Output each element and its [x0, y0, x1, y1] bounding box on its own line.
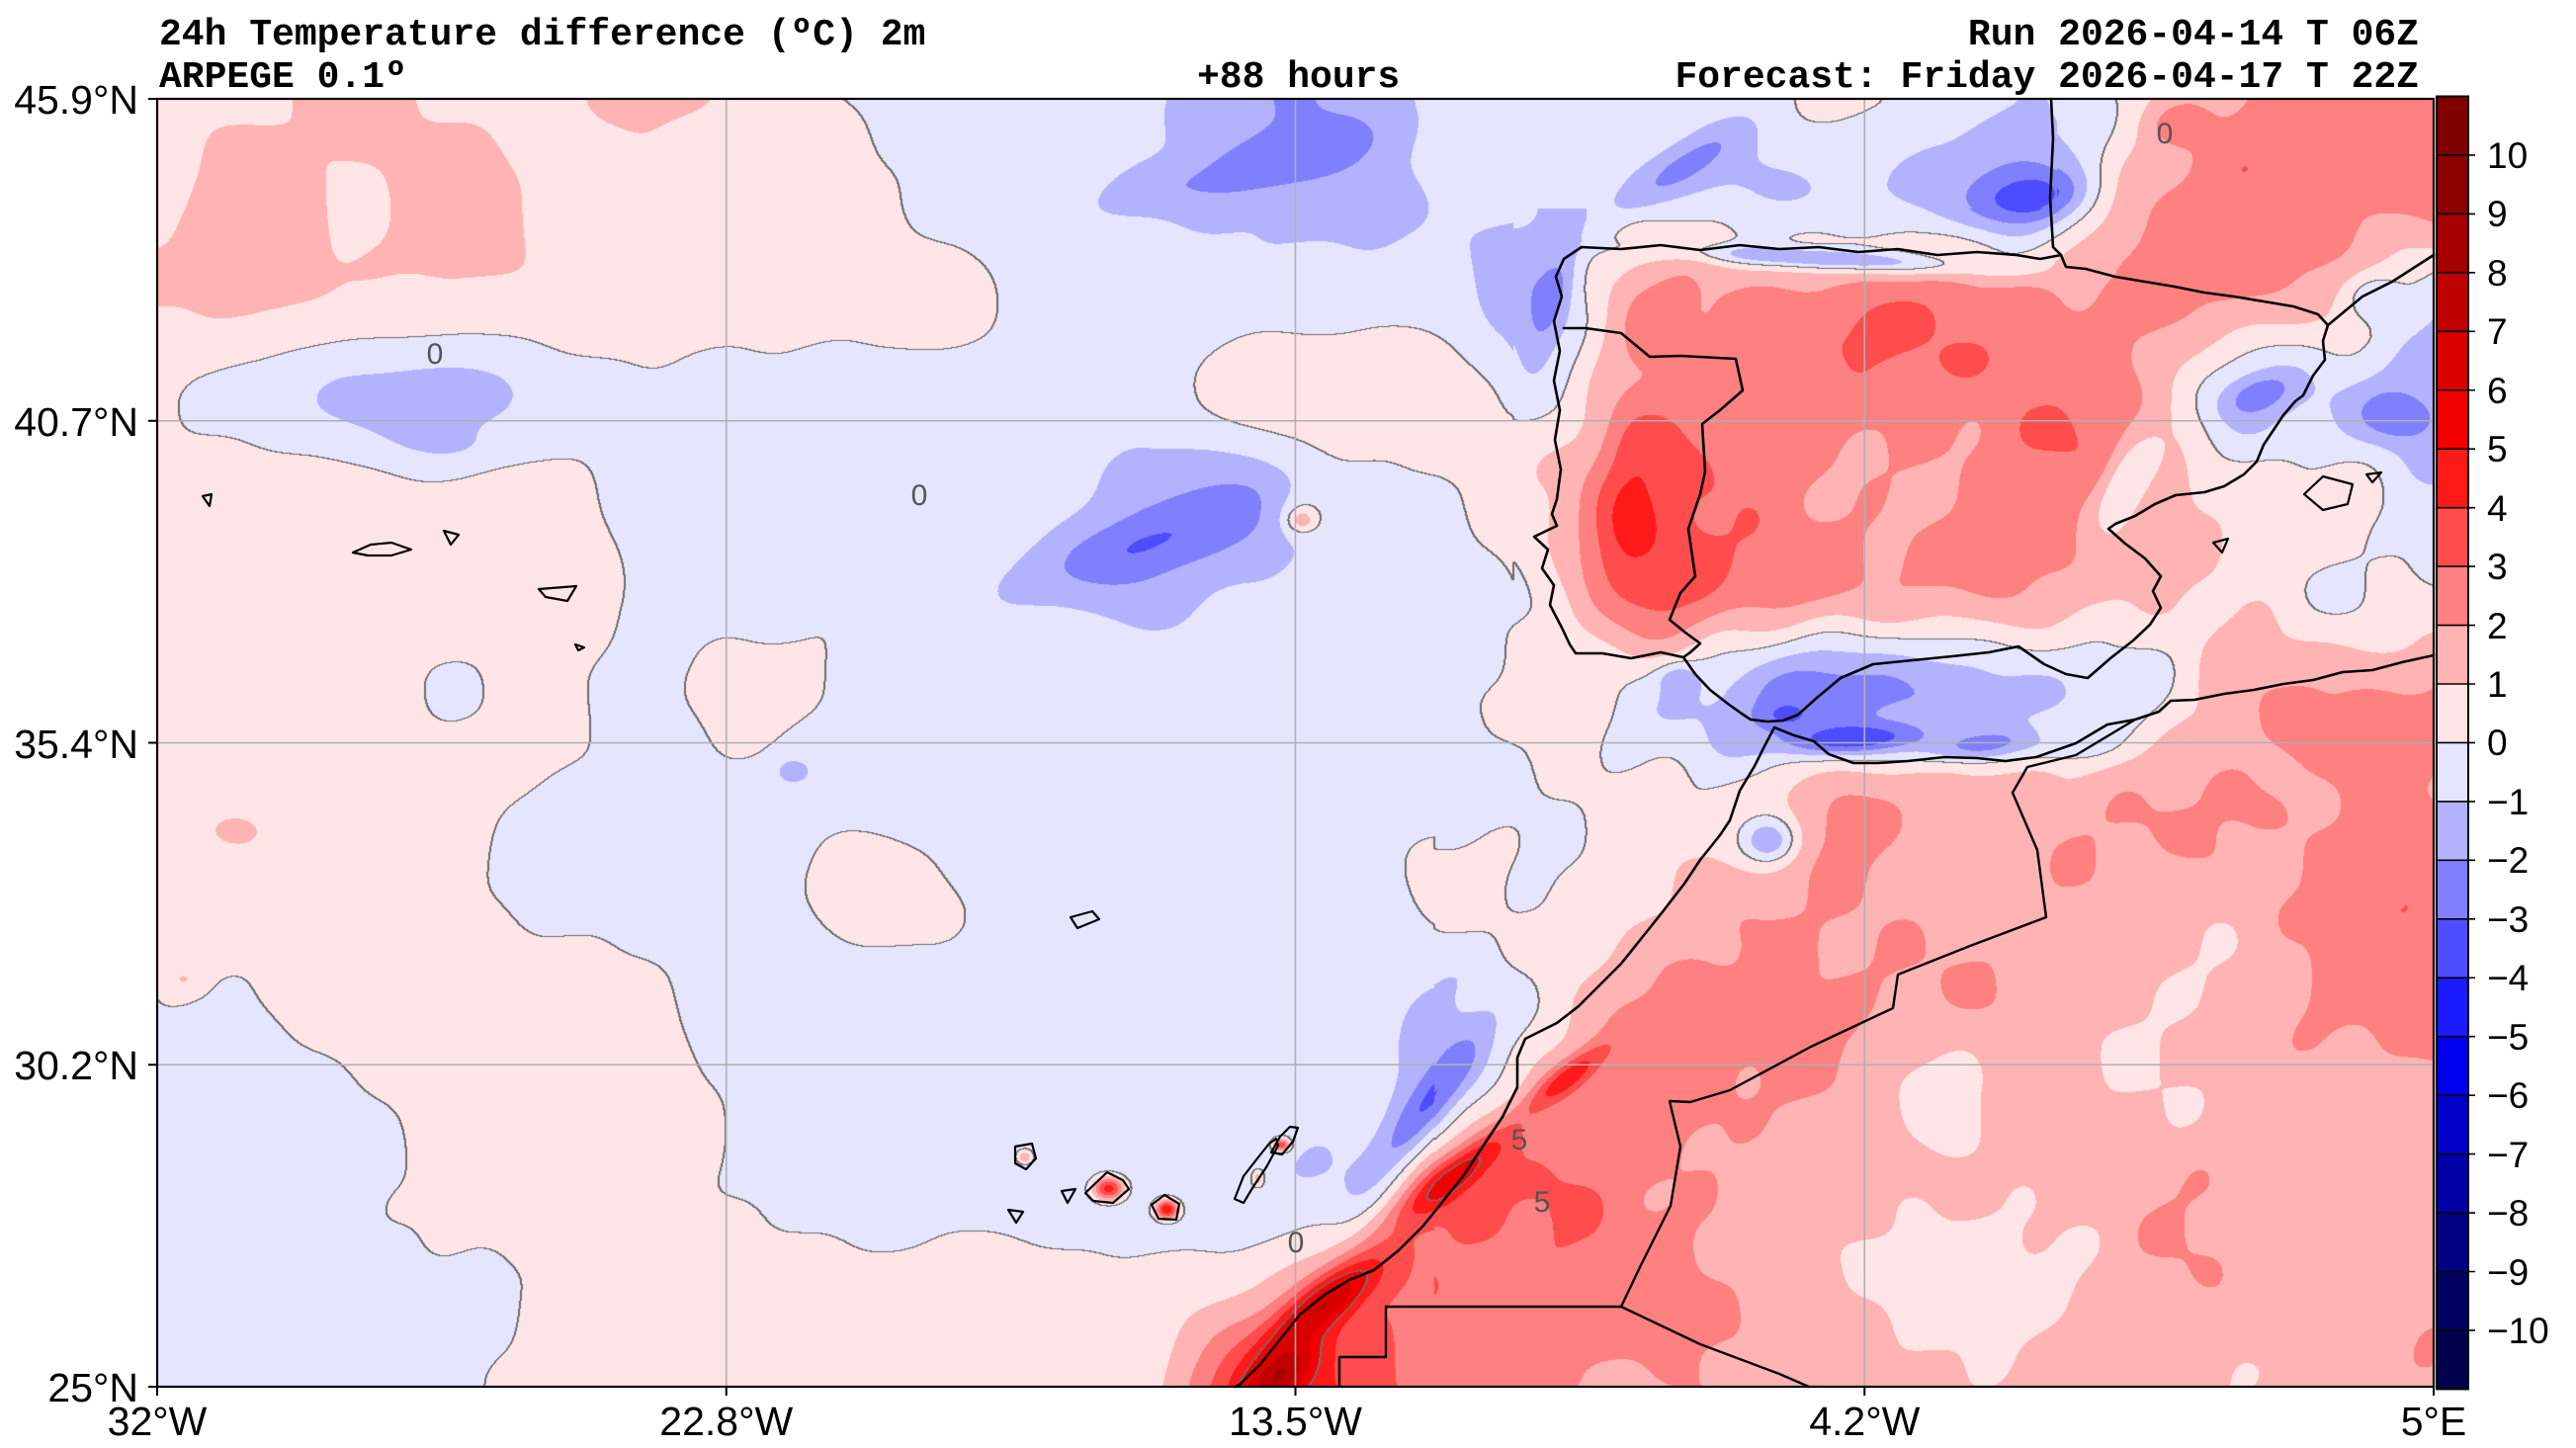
- svg-text:5: 5: [1511, 1124, 1528, 1156]
- svg-text:5: 5: [1534, 1186, 1551, 1219]
- svg-text:0: 0: [2157, 118, 2174, 150]
- svg-text:0: 0: [911, 479, 928, 512]
- svg-text:0: 0: [427, 338, 444, 371]
- svg-text:0: 0: [1288, 1227, 1305, 1259]
